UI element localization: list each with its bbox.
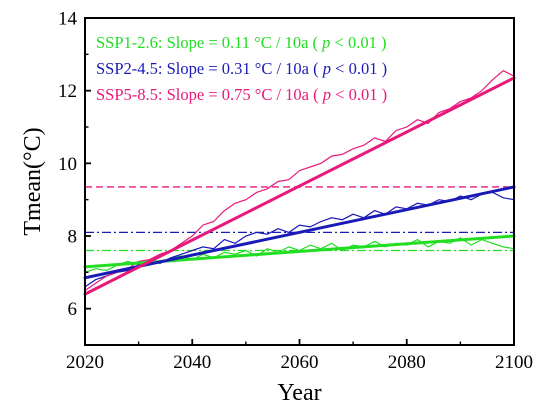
series-line-ssp5-8.5 bbox=[84, 69, 515, 291]
legend-p-value: < 0.01 ) bbox=[331, 59, 387, 78]
legend-entry-ssp1-2.6: SSP1-2.6: Slope = 0.11 °C / 10a ( p < 0.… bbox=[96, 33, 386, 52]
x-tick-label: 2060 bbox=[281, 352, 319, 373]
legend-text: SSP1-2.6: Slope = 0.11 °C / 10a ( bbox=[96, 33, 322, 52]
trend-lines bbox=[83, 76, 516, 296]
series-line-ssp1-2.6 bbox=[84, 237, 515, 273]
legend: SSP1-2.6: Slope = 0.11 °C / 10a ( p < 0.… bbox=[96, 33, 387, 104]
legend-entry-ssp2-4.5: SSP2-4.5: Slope = 0.31 °C / 10a ( p < 0.… bbox=[96, 59, 387, 78]
x-tick-label: 2080 bbox=[388, 352, 426, 373]
axis-ticks bbox=[84, 17, 515, 346]
y-tick-label: 8 bbox=[68, 227, 78, 248]
legend-entry-ssp5-8.5: SSP5-8.5: Slope = 0.75 °C / 10a ( p < 0.… bbox=[96, 85, 387, 104]
legend-p-symbol: p bbox=[322, 59, 331, 78]
trend-line-ssp2-4.5 bbox=[83, 185, 516, 280]
legend-text: SSP5-8.5: Slope = 0.75 °C / 10a ( bbox=[96, 85, 323, 104]
legend-p-value: < 0.01 ) bbox=[330, 33, 386, 52]
x-tick-label: 2020 bbox=[66, 352, 104, 373]
y-tick-label: 14 bbox=[58, 9, 78, 30]
y-tick-label: 10 bbox=[58, 154, 77, 175]
x-tick-label: 2040 bbox=[173, 352, 211, 373]
y-tick-label: 12 bbox=[58, 81, 77, 102]
y-axis-title: Tmean(°C) bbox=[20, 127, 46, 235]
legend-p-value: < 0.01 ) bbox=[331, 85, 387, 104]
legend-p-symbol: p bbox=[321, 33, 330, 52]
x-tick-label: 2100 bbox=[495, 352, 533, 373]
legend-p-symbol: p bbox=[322, 85, 331, 104]
legend-text: SSP2-4.5: Slope = 0.31 °C / 10a ( bbox=[96, 59, 323, 78]
trend-line-ssp5-8.5 bbox=[83, 76, 516, 296]
x-axis-title: Year bbox=[277, 380, 321, 406]
tick-labels: 2020 2040 2060 2080 2100 6 8 10 12 14 bbox=[58, 9, 533, 374]
y-tick-label: 6 bbox=[68, 299, 78, 320]
